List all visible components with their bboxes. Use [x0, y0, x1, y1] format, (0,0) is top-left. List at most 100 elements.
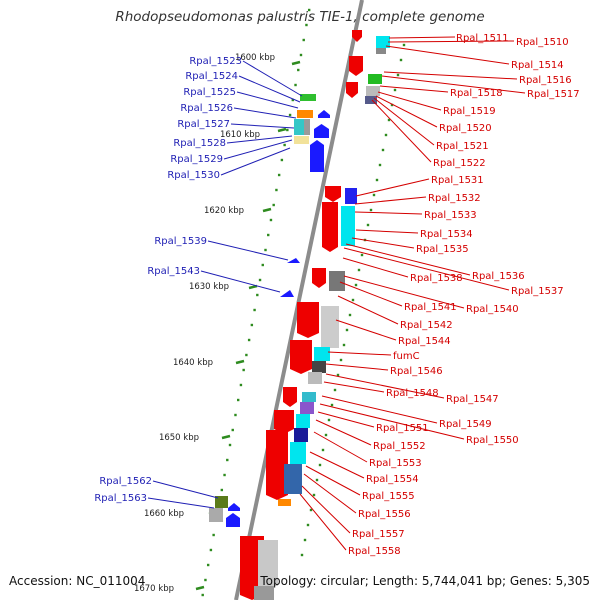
- gene-label-connector: [242, 60, 303, 97]
- scale-major-tick: [291, 60, 301, 66]
- gene-label-connector: [299, 493, 347, 551]
- outer-track-tick: [402, 43, 406, 47]
- gene-label-rpal-1531: Rpal_1531: [431, 175, 484, 186]
- scale-label-1610-kbp: 1610 kbp: [220, 130, 260, 140]
- gene-label-connector: [345, 243, 471, 276]
- gene-label-rpal-1517: Rpal_1517: [527, 89, 580, 100]
- gene-label-fumc: fumC: [393, 351, 420, 362]
- outer-track-tick: [336, 373, 340, 377]
- outer-track-tick: [357, 268, 361, 272]
- gene-label-rpal-1543: Rpal_1543: [147, 266, 200, 277]
- outer-track-tick: [393, 88, 397, 92]
- gene-box: [366, 86, 380, 96]
- scale-minor-tick: [201, 593, 204, 597]
- scale-minor-tick: [307, 8, 311, 12]
- gene-label-rpal-1534: Rpal_1534: [420, 229, 473, 240]
- scale-label-1620-kbp: 1620 kbp: [204, 206, 244, 216]
- outer-track-tick: [348, 313, 352, 317]
- gene-box: [341, 206, 355, 246]
- outer-track-tick: [345, 328, 349, 332]
- gene-box: [376, 48, 386, 54]
- accession-label: Accession: NC_011004: [9, 574, 146, 588]
- gene-box: [368, 74, 382, 84]
- gene-label-rpal-1536: Rpal_1536: [472, 271, 525, 282]
- feature-box: [209, 508, 223, 522]
- scale-minor-tick: [237, 398, 240, 402]
- feature-box: [304, 119, 310, 135]
- reverse-gene-arrow: [312, 268, 326, 288]
- feature-box: [215, 496, 228, 508]
- scale-minor-tick: [231, 428, 234, 432]
- gene-box: [300, 402, 314, 414]
- outer-track-tick: [309, 508, 313, 512]
- gene-label-connector: [343, 247, 510, 291]
- scale-minor-tick: [297, 68, 300, 72]
- gene-label-connector: [379, 85, 449, 93]
- reverse-gene-arrow: [283, 387, 297, 407]
- gene-label-rpal-1511: Rpal_1511: [456, 33, 509, 44]
- scale-minor-tick: [299, 53, 303, 57]
- gene-label-rpal-1528: Rpal_1528: [173, 138, 226, 149]
- outer-track-tick: [318, 463, 322, 467]
- gene-label-rpal-1510: Rpal_1510: [516, 37, 569, 48]
- scale-minor-tick: [258, 278, 262, 282]
- scale-minor-tick: [283, 143, 286, 147]
- gene-label-connector: [351, 237, 415, 249]
- gene-box: [258, 540, 278, 586]
- gene-label-rpal-1524: Rpal_1524: [185, 71, 238, 82]
- gene-box: [314, 347, 330, 361]
- outer-track-tick: [384, 133, 388, 137]
- gene-label-connector: [377, 91, 442, 111]
- reverse-gene-arrow: [322, 202, 338, 252]
- gene-label-connector: [354, 196, 427, 205]
- reverse-gene-arrow: [346, 82, 358, 98]
- gene-label-rpal-1514: Rpal_1514: [511, 60, 564, 71]
- feature-box: [297, 110, 313, 118]
- gene-label-connector: [375, 95, 438, 128]
- gene-label-rpal-1550: Rpal_1550: [466, 435, 519, 446]
- scale-minor-tick: [256, 293, 259, 297]
- gene-label-rpal-1563: Rpal_1563: [94, 493, 147, 504]
- gene-box: [365, 96, 377, 104]
- gene-box: [284, 464, 302, 494]
- scale-label-1660-kbp: 1660 kbp: [144, 509, 184, 519]
- gene-label-connector: [147, 497, 215, 509]
- forward-gene-arrow: [314, 124, 329, 138]
- gene-label-connector: [354, 211, 423, 215]
- gene-box: [294, 428, 308, 442]
- reverse-gene-arrow: [266, 430, 288, 500]
- gene-label-connector: [355, 229, 419, 234]
- forward-gene-arrow: [226, 513, 240, 527]
- scale-minor-tick: [275, 188, 278, 192]
- gene-label-connector: [315, 419, 372, 446]
- gene-label-rpal-1523: Rpal_1523: [189, 56, 242, 67]
- gene-box: [302, 392, 316, 402]
- scale-minor-tick: [206, 563, 210, 567]
- gene-box: [254, 586, 274, 600]
- scale-minor-tick: [223, 473, 226, 477]
- gene-label-rpal-1525: Rpal_1525: [183, 87, 236, 98]
- scale-minor-tick: [226, 458, 229, 462]
- scale-minor-tick: [239, 383, 243, 387]
- scale-major-tick: [277, 127, 287, 133]
- scale-minor-tick: [288, 113, 292, 117]
- scale-minor-tick: [291, 98, 294, 102]
- scale-major-tick: [262, 207, 272, 213]
- map-title: Rhodopseudomonas palustris TIE-1, comple…: [115, 9, 485, 25]
- outer-track-tick: [387, 118, 391, 122]
- outer-track-tick: [351, 298, 355, 302]
- gene-label-rpal-1542: Rpal_1542: [400, 320, 453, 331]
- scale-minor-tick: [220, 488, 224, 492]
- scale-minor-tick: [269, 218, 273, 222]
- outer-track-tick: [360, 253, 364, 257]
- gene-label-connector: [383, 71, 518, 80]
- scale-label-1650-kbp: 1650 kbp: [159, 433, 199, 443]
- gene-label-rpal-1540: Rpal_1540: [466, 304, 519, 315]
- outer-track-tick: [324, 433, 328, 437]
- scale-minor-tick: [302, 38, 305, 42]
- scale-minor-tick: [234, 413, 237, 417]
- gene-label-connector: [371, 99, 432, 163]
- gene-label-rpal-1552: Rpal_1552: [373, 441, 426, 452]
- outer-track-tick: [396, 73, 400, 77]
- gene-label-connector: [339, 281, 403, 307]
